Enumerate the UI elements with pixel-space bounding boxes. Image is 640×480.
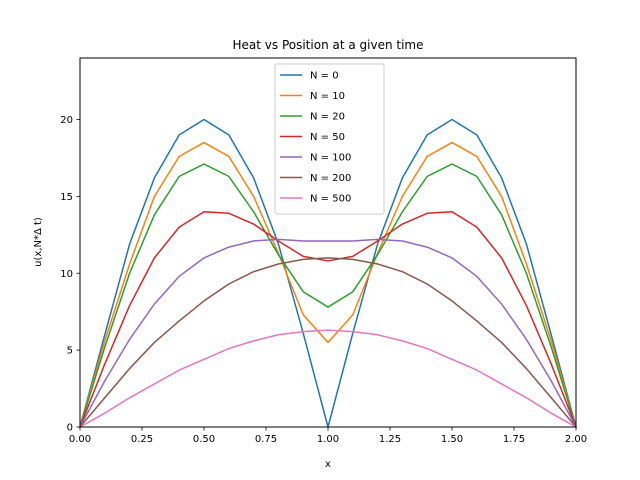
x-tick-label: 0.00 (69, 434, 91, 445)
series-line-4 (78, 238, 578, 429)
x-tick-label: 0.75 (255, 434, 277, 445)
chart-title: Heat vs Position at a given time (233, 38, 424, 52)
legend-label-4: N = 100 (310, 153, 351, 164)
series-line-2 (79, 163, 577, 428)
legend: N = 0 N = 10 N = 20 N = 50 N = 100 N = 200 N =… (274, 63, 385, 215)
x-tick-label: 1.25 (379, 434, 401, 445)
y-axis-label: u(x,N*Δ t) (33, 217, 44, 267)
x-tick-label: 1.00 (317, 434, 339, 445)
plot-frame (79, 57, 577, 428)
series-line-6 (78, 329, 578, 429)
x-tick-label: 1.50 (441, 434, 463, 445)
series-line-3 (79, 211, 577, 428)
legend-label-6: N = 500 (310, 194, 351, 205)
series-line-5 (78, 257, 578, 429)
y-tick-label: 15 (60, 192, 73, 203)
x-tick-label: 1.75 (503, 434, 525, 445)
x-axis-label: x (325, 459, 331, 470)
legend-label-5: N = 200 (310, 173, 351, 184)
series-line-1 (79, 141, 577, 428)
y-tick-label: 0 (67, 423, 73, 434)
x-tick-label: 0.50 (193, 434, 215, 445)
legend-label-2: N = 20 (310, 112, 345, 123)
legend-box (274, 63, 385, 215)
ticks-layer: 0.00 0.25 0.50 0.75 1.00 1.25 1.50 1.75 2.00 0 5 10… (60, 115, 587, 445)
y-tick-label: 5 (67, 346, 73, 357)
legend-label-0: N = 0 (310, 71, 339, 82)
series-layer (78, 118, 578, 429)
legend-label-3: N = 50 (310, 132, 345, 143)
x-tick-label: 2.00 (565, 434, 587, 445)
y-tick-label: 10 (60, 269, 73, 280)
y-tick-label: 20 (60, 115, 73, 126)
x-tick-label: 0.25 (131, 434, 153, 445)
legend-label-1: N = 10 (310, 91, 345, 102)
